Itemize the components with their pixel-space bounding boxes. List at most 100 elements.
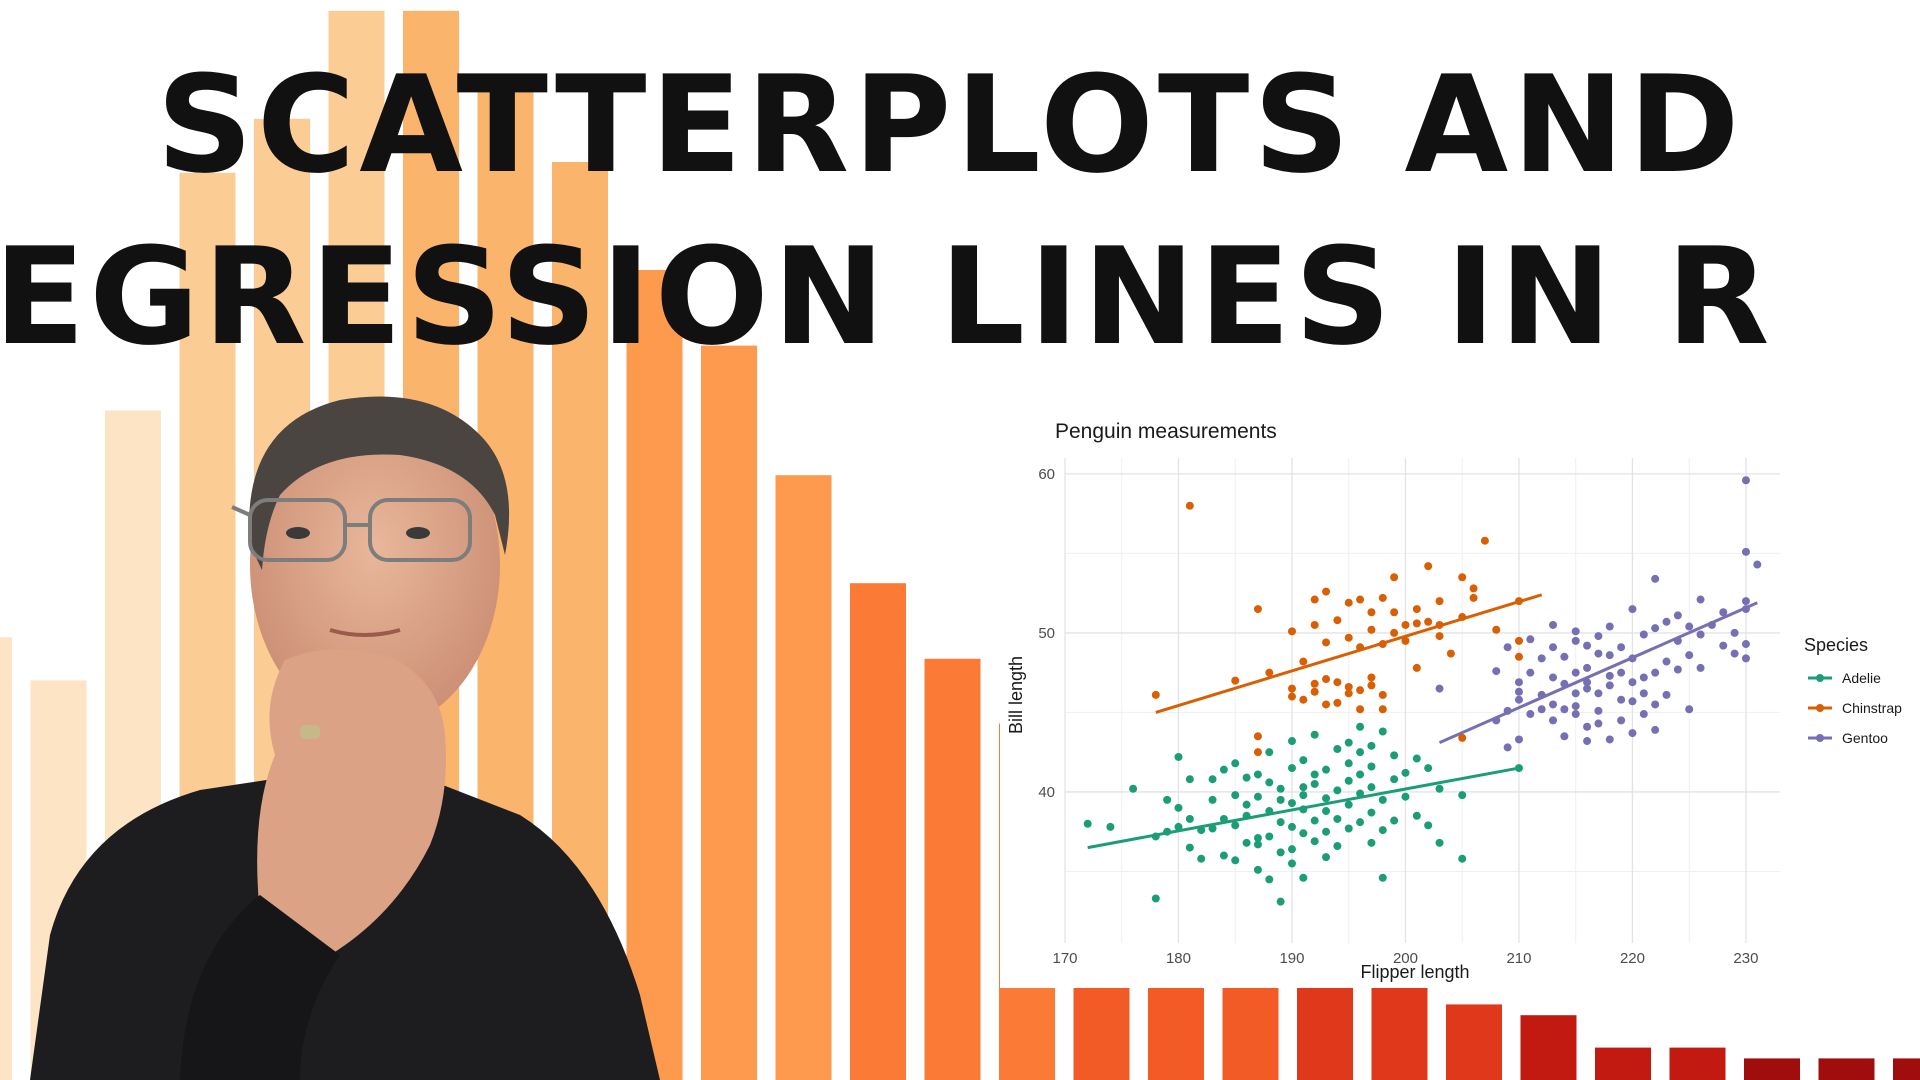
point-chinstrap	[1401, 636, 1410, 645]
point-adelie	[1231, 791, 1240, 800]
point-chinstrap	[1367, 673, 1376, 682]
presenter-sleeve	[180, 895, 340, 1080]
point-adelie	[1276, 784, 1285, 793]
point-adelie	[1322, 853, 1331, 862]
point-chinstrap	[1253, 748, 1262, 757]
point-adelie	[1151, 894, 1160, 903]
point-adelie	[1310, 770, 1319, 779]
point-adelie	[1299, 873, 1308, 882]
point-gentoo	[1605, 622, 1614, 631]
point-gentoo	[1571, 710, 1580, 719]
point-gentoo	[1514, 735, 1523, 744]
point-adelie	[1378, 795, 1387, 804]
point-gentoo	[1662, 690, 1671, 699]
point-chinstrap	[1253, 605, 1262, 614]
point-chinstrap	[1390, 573, 1399, 582]
background-bar	[1222, 982, 1279, 1080]
point-gentoo	[1594, 632, 1603, 641]
point-gentoo	[1549, 716, 1558, 725]
point-adelie	[1344, 776, 1353, 785]
point-chinstrap	[1287, 692, 1296, 701]
point-gentoo	[1719, 641, 1728, 650]
x-tick-label: 200	[1393, 950, 1418, 967]
point-adelie	[1378, 826, 1387, 835]
background-bar	[1446, 1004, 1502, 1080]
point-gentoo	[1741, 605, 1750, 614]
point-gentoo	[1537, 654, 1546, 663]
point-gentoo	[1526, 710, 1535, 719]
point-chinstrap	[1435, 597, 1444, 606]
background-bar	[1371, 982, 1428, 1080]
point-adelie	[1390, 775, 1399, 784]
point-chinstrap	[1287, 684, 1296, 693]
background-bar	[924, 658, 981, 1080]
point-adelie	[1356, 818, 1365, 827]
point-adelie	[1367, 783, 1376, 792]
point-chinstrap	[1469, 593, 1478, 602]
point-adelie	[1242, 800, 1251, 809]
y-tick-label: 50	[1038, 625, 1055, 642]
point-chinstrap	[1412, 605, 1421, 614]
point-gentoo	[1549, 700, 1558, 709]
legend-key-point-adelie	[1816, 674, 1824, 682]
point-adelie	[1253, 865, 1262, 874]
point-chinstrap	[1231, 676, 1240, 685]
point-chinstrap	[1310, 679, 1319, 688]
point-gentoo	[1435, 684, 1444, 693]
point-gentoo	[1730, 628, 1739, 637]
point-gentoo	[1639, 710, 1648, 719]
background-bar	[1818, 1058, 1875, 1080]
point-gentoo	[1571, 668, 1580, 677]
point-gentoo	[1730, 649, 1739, 658]
presenter-eye-right	[406, 527, 430, 539]
point-adelie	[1208, 795, 1217, 804]
point-adelie	[1424, 764, 1433, 773]
point-gentoo	[1662, 617, 1671, 626]
point-adelie	[1265, 875, 1274, 884]
point-gentoo	[1560, 705, 1569, 714]
headline-line-1: SCATTERPLOTS AND	[156, 47, 1744, 203]
point-adelie	[1344, 759, 1353, 768]
point-gentoo	[1651, 624, 1660, 633]
point-adelie	[1412, 811, 1421, 820]
point-adelie	[1106, 822, 1115, 831]
y-axis-label: Bill length	[1006, 656, 1026, 734]
point-adelie	[1208, 775, 1217, 784]
point-chinstrap	[1469, 584, 1478, 593]
point-gentoo	[1617, 716, 1626, 725]
point-adelie	[1174, 752, 1183, 761]
point-adelie	[1401, 768, 1410, 777]
point-gentoo	[1594, 689, 1603, 698]
point-chinstrap	[1344, 633, 1353, 642]
point-adelie	[1276, 795, 1285, 804]
point-chinstrap	[1390, 628, 1399, 637]
point-adelie	[1322, 807, 1331, 816]
point-chinstrap	[1412, 619, 1421, 628]
background-bar	[0, 637, 12, 1080]
headline-line-2: REGRESSION LINES IN R	[0, 219, 1774, 375]
point-gentoo	[1639, 673, 1648, 682]
x-tick-label: 190	[1279, 950, 1304, 967]
point-adelie	[1174, 803, 1183, 812]
background-bar	[775, 475, 832, 1080]
point-adelie	[1185, 775, 1194, 784]
point-gentoo	[1583, 678, 1592, 687]
point-adelie	[1310, 816, 1319, 825]
point-adelie	[1242, 811, 1251, 820]
point-gentoo	[1628, 697, 1637, 706]
point-gentoo	[1628, 678, 1637, 687]
point-chinstrap	[1333, 678, 1342, 687]
point-chinstrap	[1378, 690, 1387, 699]
point-adelie	[1356, 789, 1365, 798]
point-adelie	[1367, 762, 1376, 771]
point-gentoo	[1492, 716, 1501, 725]
point-adelie	[1367, 741, 1376, 750]
point-gentoo	[1560, 732, 1569, 741]
point-adelie	[1333, 842, 1342, 850]
point-chinstrap	[1344, 682, 1353, 691]
point-gentoo	[1526, 635, 1535, 644]
point-adelie	[1322, 765, 1331, 774]
point-chinstrap	[1322, 675, 1331, 684]
point-adelie	[1287, 764, 1296, 773]
point-adelie	[1435, 784, 1444, 793]
